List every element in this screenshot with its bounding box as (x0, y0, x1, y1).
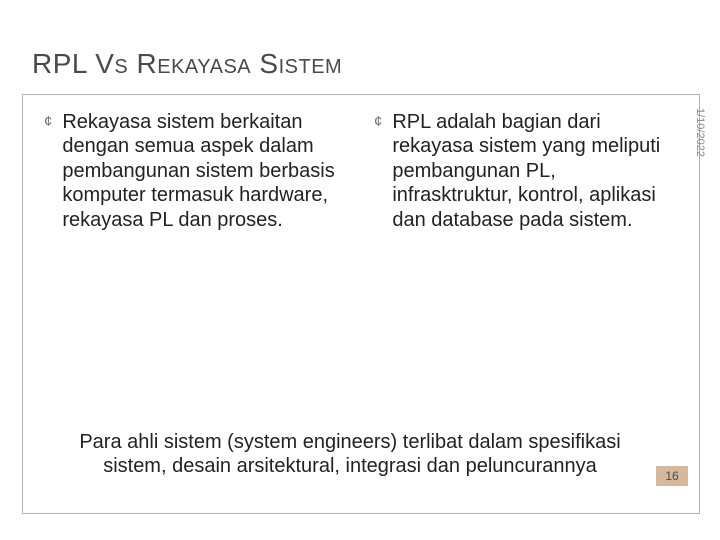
bullet-icon: ¢ (44, 113, 52, 131)
page-number-badge: 16 (656, 466, 688, 486)
right-column: ¢ RPL adalah bagian dari rekayasa sistem… (374, 110, 668, 232)
slide: RPL Vs Rekayasa Sistem 1/10/2022 ¢ Rekay… (0, 0, 720, 540)
footer-text: Para ahli sistem (system engineers) terl… (70, 430, 630, 479)
page-number: 16 (665, 469, 678, 483)
right-column-text: RPL adalah bagian dari rekayasa sistem y… (392, 110, 668, 232)
date-label: 1/10/2022 (694, 108, 706, 157)
content-columns: ¢ Rekayasa sistem berkaitan dengan semua… (44, 110, 668, 232)
bullet-icon: ¢ (374, 113, 382, 131)
slide-title: RPL Vs Rekayasa Sistem (32, 48, 342, 80)
left-column: ¢ Rekayasa sistem berkaitan dengan semua… (44, 110, 338, 232)
left-column-text: Rekayasa sistem berkaitan dengan semua a… (62, 110, 338, 232)
